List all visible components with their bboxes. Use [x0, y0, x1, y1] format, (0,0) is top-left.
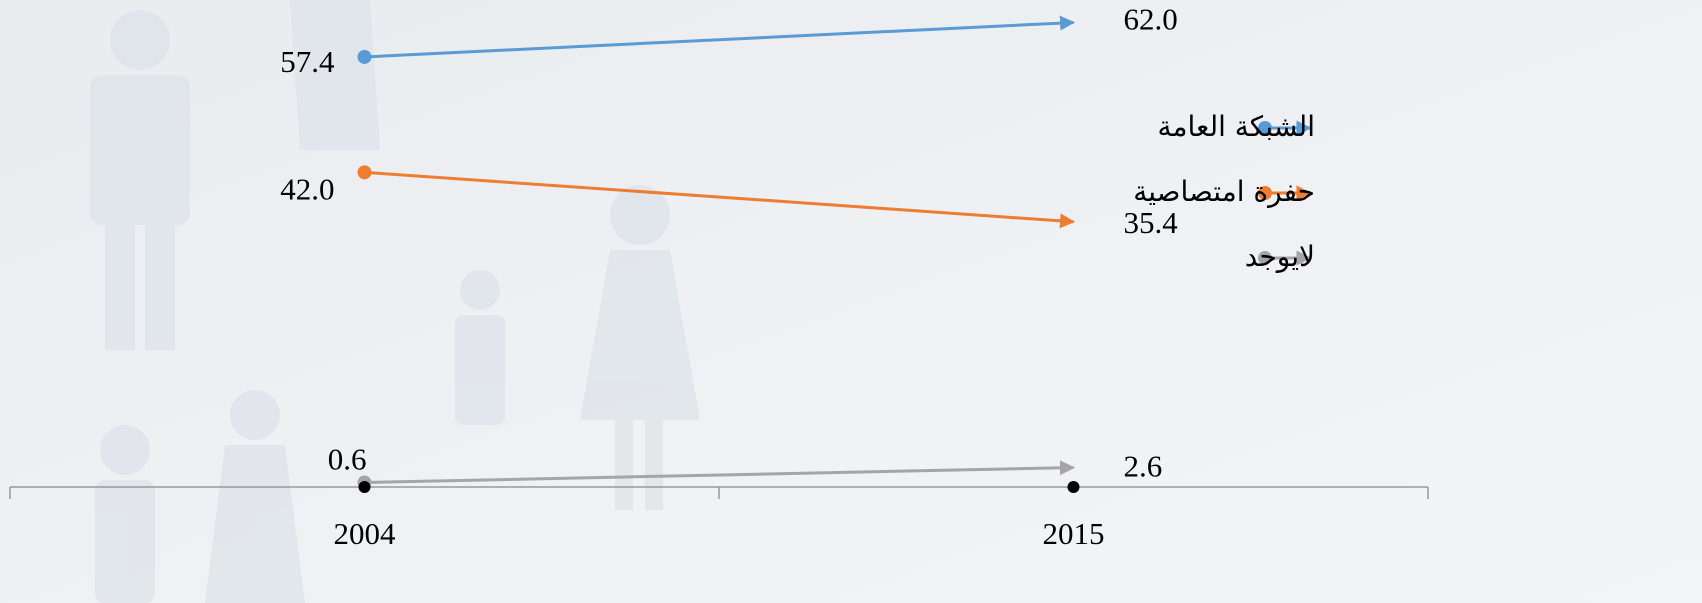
start-point — [357, 49, 372, 64]
legend: حفرة امتصاصية — [1133, 175, 1315, 208]
series-line — [364, 170, 1075, 229]
legend-dot — [1258, 186, 1272, 200]
legend: الشبكة العامة — [1158, 110, 1315, 143]
data-label: 62.0 — [1124, 2, 1178, 37]
x-tick-label: 2015 — [1043, 516, 1105, 551]
data-label: 42.0 — [280, 171, 334, 206]
data-label: 57.4 — [280, 44, 335, 79]
data-label: 2.6 — [1124, 449, 1163, 484]
legend-dot — [1258, 251, 1272, 265]
series-line — [364, 15, 1075, 59]
start-point — [357, 165, 372, 180]
legend: لايوجد — [1245, 240, 1315, 273]
axis-dot — [1067, 481, 1080, 493]
data-label: 0.6 — [328, 442, 367, 477]
series-line — [364, 460, 1075, 485]
axis-dot — [358, 481, 371, 493]
legend-dot — [1258, 121, 1272, 135]
data-label: 35.4 — [1124, 205, 1179, 240]
background-figures — [90, 0, 700, 603]
x-tick-label: 2004 — [334, 516, 397, 551]
